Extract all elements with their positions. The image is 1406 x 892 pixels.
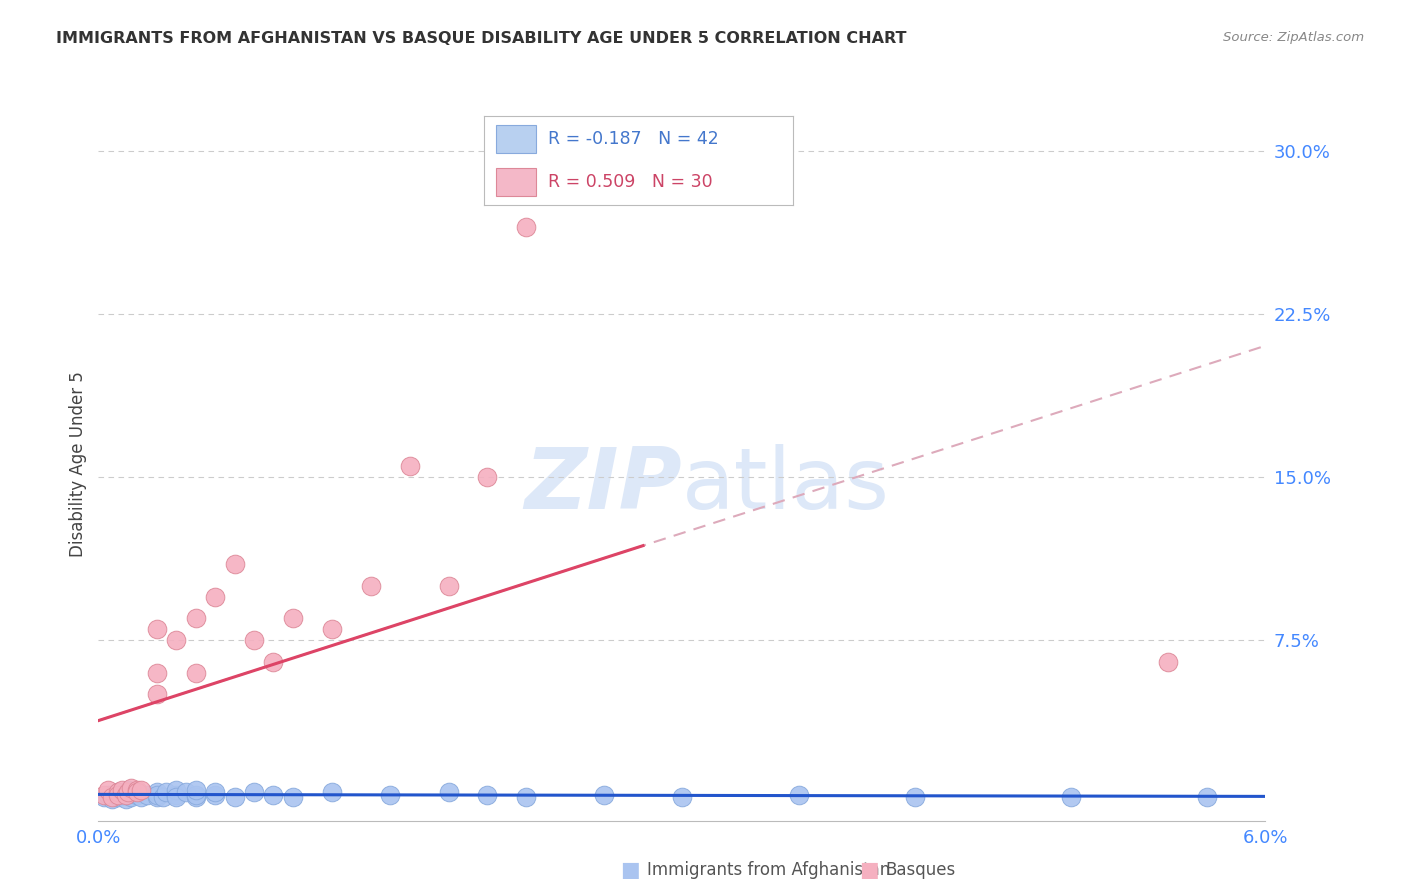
Point bbox=[165, 783, 187, 797]
Point bbox=[321, 622, 343, 636]
Text: ■: ■ bbox=[620, 860, 640, 880]
Text: ZIP: ZIP bbox=[524, 443, 682, 527]
Point bbox=[184, 611, 207, 625]
Point bbox=[114, 788, 136, 802]
Text: ■: ■ bbox=[859, 860, 879, 880]
Point bbox=[1157, 655, 1180, 669]
Point bbox=[146, 622, 169, 636]
Point bbox=[146, 665, 169, 680]
Point bbox=[204, 785, 226, 799]
Text: R = 0.509   N = 30: R = 0.509 N = 30 bbox=[548, 173, 713, 191]
Point bbox=[97, 788, 120, 802]
Point bbox=[117, 783, 139, 797]
Point bbox=[243, 633, 266, 648]
Point bbox=[184, 789, 207, 804]
Point bbox=[281, 611, 304, 625]
Point bbox=[121, 780, 143, 795]
Point bbox=[121, 789, 143, 804]
Point bbox=[184, 783, 207, 797]
Text: R = -0.187   N = 42: R = -0.187 N = 42 bbox=[548, 130, 720, 148]
Point bbox=[127, 783, 149, 797]
Point bbox=[184, 788, 207, 802]
Point bbox=[671, 789, 693, 804]
Point bbox=[146, 789, 169, 804]
Point bbox=[107, 788, 129, 802]
Point bbox=[224, 557, 246, 571]
Point bbox=[127, 785, 149, 799]
Point bbox=[152, 789, 174, 804]
Point bbox=[904, 789, 927, 804]
Point bbox=[97, 783, 120, 797]
Point bbox=[477, 788, 499, 802]
Point bbox=[127, 785, 149, 799]
Point bbox=[129, 783, 152, 797]
Point bbox=[437, 785, 460, 799]
Point bbox=[117, 785, 139, 799]
Point bbox=[184, 665, 207, 680]
Point bbox=[787, 788, 810, 802]
Point bbox=[262, 788, 284, 802]
Point bbox=[111, 788, 134, 802]
Text: Source: ZipAtlas.com: Source: ZipAtlas.com bbox=[1223, 31, 1364, 45]
Text: Basques: Basques bbox=[886, 861, 956, 879]
Point bbox=[93, 788, 115, 802]
FancyBboxPatch shape bbox=[496, 168, 536, 196]
Point bbox=[398, 458, 420, 473]
Point bbox=[155, 785, 177, 799]
Point bbox=[593, 788, 616, 802]
Point bbox=[380, 788, 402, 802]
Point bbox=[129, 789, 152, 804]
Text: IMMIGRANTS FROM AFGHANISTAN VS BASQUE DISABILITY AGE UNDER 5 CORRELATION CHART: IMMIGRANTS FROM AFGHANISTAN VS BASQUE DI… bbox=[56, 31, 907, 46]
Point bbox=[262, 655, 284, 669]
Text: Immigrants from Afghanistan: Immigrants from Afghanistan bbox=[647, 861, 890, 879]
Point bbox=[515, 789, 537, 804]
FancyBboxPatch shape bbox=[496, 125, 536, 153]
Point bbox=[437, 579, 460, 593]
Text: atlas: atlas bbox=[682, 443, 890, 527]
Point bbox=[101, 792, 124, 806]
Point bbox=[174, 785, 197, 799]
Point bbox=[515, 219, 537, 234]
Point bbox=[204, 788, 226, 802]
Point bbox=[146, 688, 169, 702]
Point bbox=[146, 785, 169, 799]
Point bbox=[281, 789, 304, 804]
Point bbox=[165, 633, 187, 648]
Point bbox=[111, 783, 134, 797]
Point bbox=[360, 579, 382, 593]
Point bbox=[1197, 789, 1219, 804]
Point bbox=[127, 788, 149, 802]
Y-axis label: Disability Age Under 5: Disability Age Under 5 bbox=[69, 371, 87, 557]
Point bbox=[165, 788, 187, 802]
Point bbox=[321, 785, 343, 799]
Point bbox=[107, 789, 129, 804]
Point bbox=[1060, 789, 1083, 804]
Point bbox=[477, 470, 499, 484]
Point bbox=[93, 789, 115, 804]
Point bbox=[136, 788, 159, 802]
Point bbox=[224, 789, 246, 804]
Point bbox=[107, 785, 129, 799]
Point bbox=[243, 785, 266, 799]
Point bbox=[101, 789, 124, 804]
Point bbox=[204, 590, 226, 604]
Point bbox=[114, 792, 136, 806]
Point bbox=[165, 789, 187, 804]
Point bbox=[146, 788, 169, 802]
Point bbox=[107, 785, 129, 799]
